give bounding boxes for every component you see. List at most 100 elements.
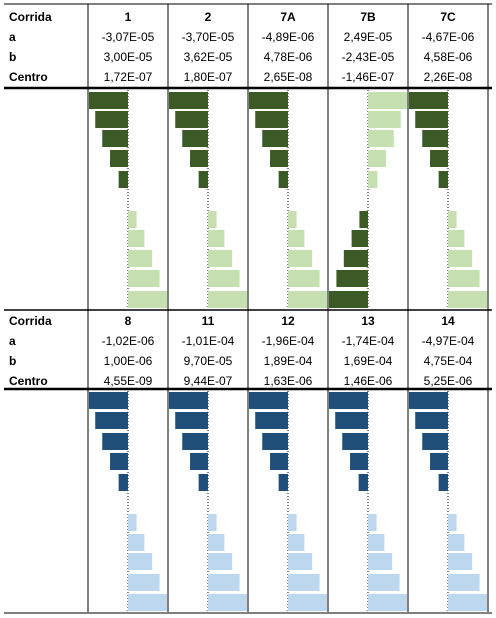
bar-dark: [278, 171, 288, 188]
run-value-centro: 9,44E-07: [183, 374, 233, 388]
bar-dark: [270, 453, 288, 470]
bar-dark: [102, 130, 128, 147]
run-value-centro: 1,72E-07: [103, 70, 153, 84]
run-value-b: 1,00E-06: [103, 354, 153, 368]
bar-light: [128, 250, 153, 267]
row-label: Corrida: [9, 10, 52, 24]
bar-dark: [95, 412, 128, 429]
run-header: 7C: [440, 10, 456, 24]
bar-dark: [335, 412, 368, 429]
run-value-b: 4,78E-06: [263, 50, 313, 64]
run-value-b: 3,00E-05: [103, 50, 153, 64]
bar-light: [448, 291, 487, 308]
bar-dark: [329, 392, 368, 409]
run-value-b: 1,69E-04: [343, 354, 393, 368]
bar-light: [208, 514, 217, 531]
bar-dark: [438, 171, 448, 188]
bar-light: [368, 594, 407, 611]
run-value-a: -1,01E-04: [181, 334, 235, 348]
bar-dark: [409, 92, 448, 109]
bar-dark: [430, 453, 448, 470]
bar-light: [128, 594, 167, 611]
bar-light: [288, 574, 320, 591]
bar-dark: [182, 433, 208, 450]
bar-light: [128, 514, 137, 531]
run-value-centro: 1,80E-07: [183, 70, 233, 84]
bar-dark: [175, 412, 208, 429]
bar-light: [448, 534, 465, 551]
bar-dark: [278, 474, 288, 491]
bar-dark: [359, 211, 368, 228]
run-value-a: -3,70E-05: [181, 30, 235, 44]
bar-light: [128, 574, 160, 591]
run-value-b: 4,75E-04: [423, 354, 473, 368]
run-value-centro: 4,55E-09: [103, 374, 153, 388]
bar-light: [288, 553, 313, 570]
bar-dark: [169, 92, 208, 109]
bar-dark: [182, 130, 208, 147]
run-value-a: -1,02E-06: [101, 334, 155, 348]
run-value-centro: 1,63E-06: [263, 374, 313, 388]
run-value-b: -2,43E-05: [341, 50, 395, 64]
bar-light: [208, 291, 247, 308]
bar-dark: [118, 171, 128, 188]
bar-light: [128, 211, 137, 228]
bar-light: [208, 270, 240, 287]
bar-dark: [430, 150, 448, 167]
bar-light: [288, 250, 313, 267]
run-value-a: -1,96E-04: [261, 334, 315, 348]
bar-light: [128, 553, 153, 570]
run-header: 11: [201, 314, 215, 328]
bar-light: [448, 270, 480, 287]
run-value-a: -4,89E-06: [261, 30, 315, 44]
bar-dark: [262, 130, 288, 147]
bar-light: [448, 514, 457, 531]
bar-light: [208, 211, 217, 228]
bar-light: [208, 534, 225, 551]
bar-dark: [110, 150, 128, 167]
bar-light: [448, 250, 473, 267]
bar-light: [368, 553, 393, 570]
bar-dark: [89, 392, 128, 409]
row-label: b: [9, 354, 17, 368]
bar-light: [288, 534, 305, 551]
bar-light: [288, 594, 327, 611]
bar-light: [288, 270, 320, 287]
run-value-a: -3,07E-05: [101, 30, 155, 44]
run-header: 12: [281, 314, 295, 328]
run-value-b: 9,70E-05: [183, 354, 233, 368]
bar-light: [208, 574, 240, 591]
bar-dark: [118, 474, 128, 491]
row-label: b: [9, 50, 17, 64]
bar-light: [208, 250, 233, 267]
run-value-b: 3,62E-05: [183, 50, 233, 64]
bar-dark: [110, 453, 128, 470]
bar-dark: [262, 433, 288, 450]
bar-light: [208, 594, 247, 611]
bar-dark: [343, 250, 368, 267]
bar-light: [128, 534, 145, 551]
bar-dark: [255, 412, 288, 429]
bar-dark: [351, 230, 368, 247]
bar-dark: [190, 453, 208, 470]
bar-dark: [422, 130, 448, 147]
bar-light: [128, 230, 145, 247]
bar-dark: [198, 171, 208, 188]
run-value-centro: 1,46E-06: [343, 374, 393, 388]
run-header: 1: [124, 10, 132, 24]
bar-dark: [102, 433, 128, 450]
bar-light: [368, 150, 386, 167]
bar-dark: [249, 392, 288, 409]
bar-dark: [89, 92, 128, 109]
run-header: 14: [441, 314, 455, 328]
bar-dark: [415, 111, 448, 128]
bar-dark: [342, 433, 368, 450]
bar-light: [288, 230, 305, 247]
bar-light: [208, 553, 233, 570]
run-value-a: -4,97E-04: [421, 334, 475, 348]
run-value-centro: 5,25E-06: [423, 374, 473, 388]
bar-light: [448, 230, 465, 247]
bar-dark: [350, 453, 368, 470]
